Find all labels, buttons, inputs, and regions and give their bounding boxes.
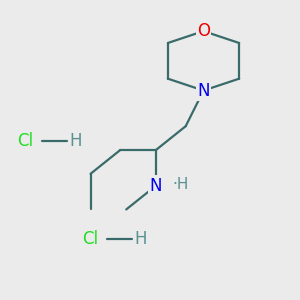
Text: O: O — [197, 22, 210, 40]
Text: H: H — [69, 132, 82, 150]
Text: ·H: ·H — [172, 177, 189, 192]
Text: N: N — [150, 177, 162, 195]
Text: Cl: Cl — [17, 132, 33, 150]
Text: Cl: Cl — [82, 230, 99, 248]
Text: N: N — [197, 82, 210, 100]
Text: H: H — [135, 230, 147, 248]
